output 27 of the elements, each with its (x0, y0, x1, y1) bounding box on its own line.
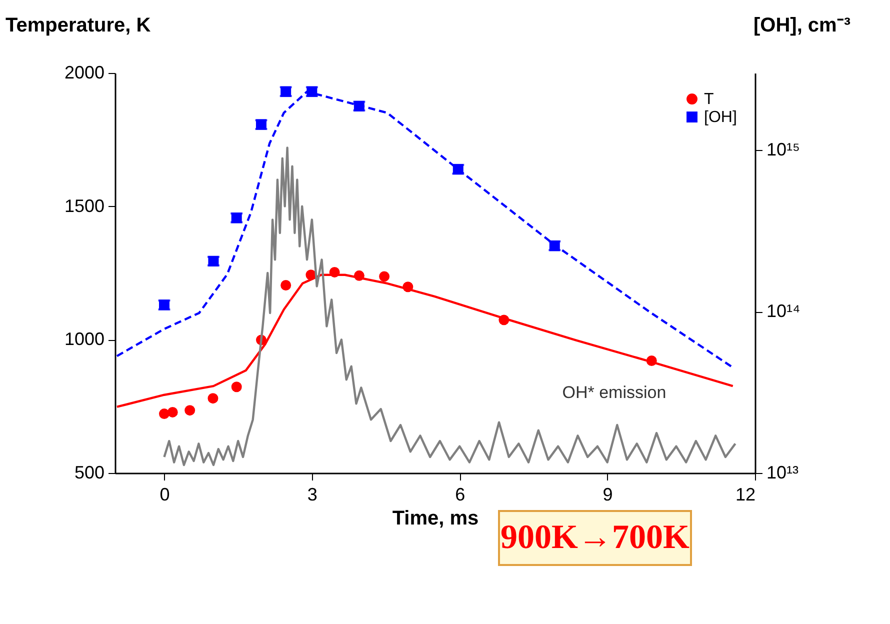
text: 900K→700K (500, 519, 690, 556)
x-tick-label: 12 (735, 484, 756, 504)
y2-axis-title: [OH], cm⁻³ (754, 14, 851, 36)
y2-tick-label: 10¹³ (766, 462, 799, 482)
x-axis-title: Time, ms (392, 508, 479, 530)
y2-tick-label: 10¹⁵ (766, 140, 800, 160)
x-tick-label: 3 (307, 484, 318, 504)
x-tick-label: 6 (455, 484, 466, 504)
annotation: OH* emission (562, 383, 666, 402)
y-tick-label: 1000 (64, 329, 104, 350)
point (167, 406, 178, 418)
legend-label: T (704, 91, 714, 108)
y-tick-label: 2000 (64, 62, 104, 82)
point (208, 393, 218, 404)
legend-label: [OH] (704, 109, 737, 126)
y-tick-label: 500 (74, 462, 104, 482)
point (184, 405, 196, 416)
y-tick-label: 1500 (64, 196, 104, 216)
point (280, 280, 292, 290)
x-tick-label: 0 (160, 484, 170, 504)
point (379, 271, 390, 282)
point (158, 408, 170, 420)
y-axis-title: Temperature, K (6, 14, 152, 36)
line-series (163, 146, 736, 466)
y2-tick-label: 10¹⁴ (766, 301, 800, 322)
point (231, 382, 242, 392)
x-tick-label: 9 (602, 484, 613, 504)
